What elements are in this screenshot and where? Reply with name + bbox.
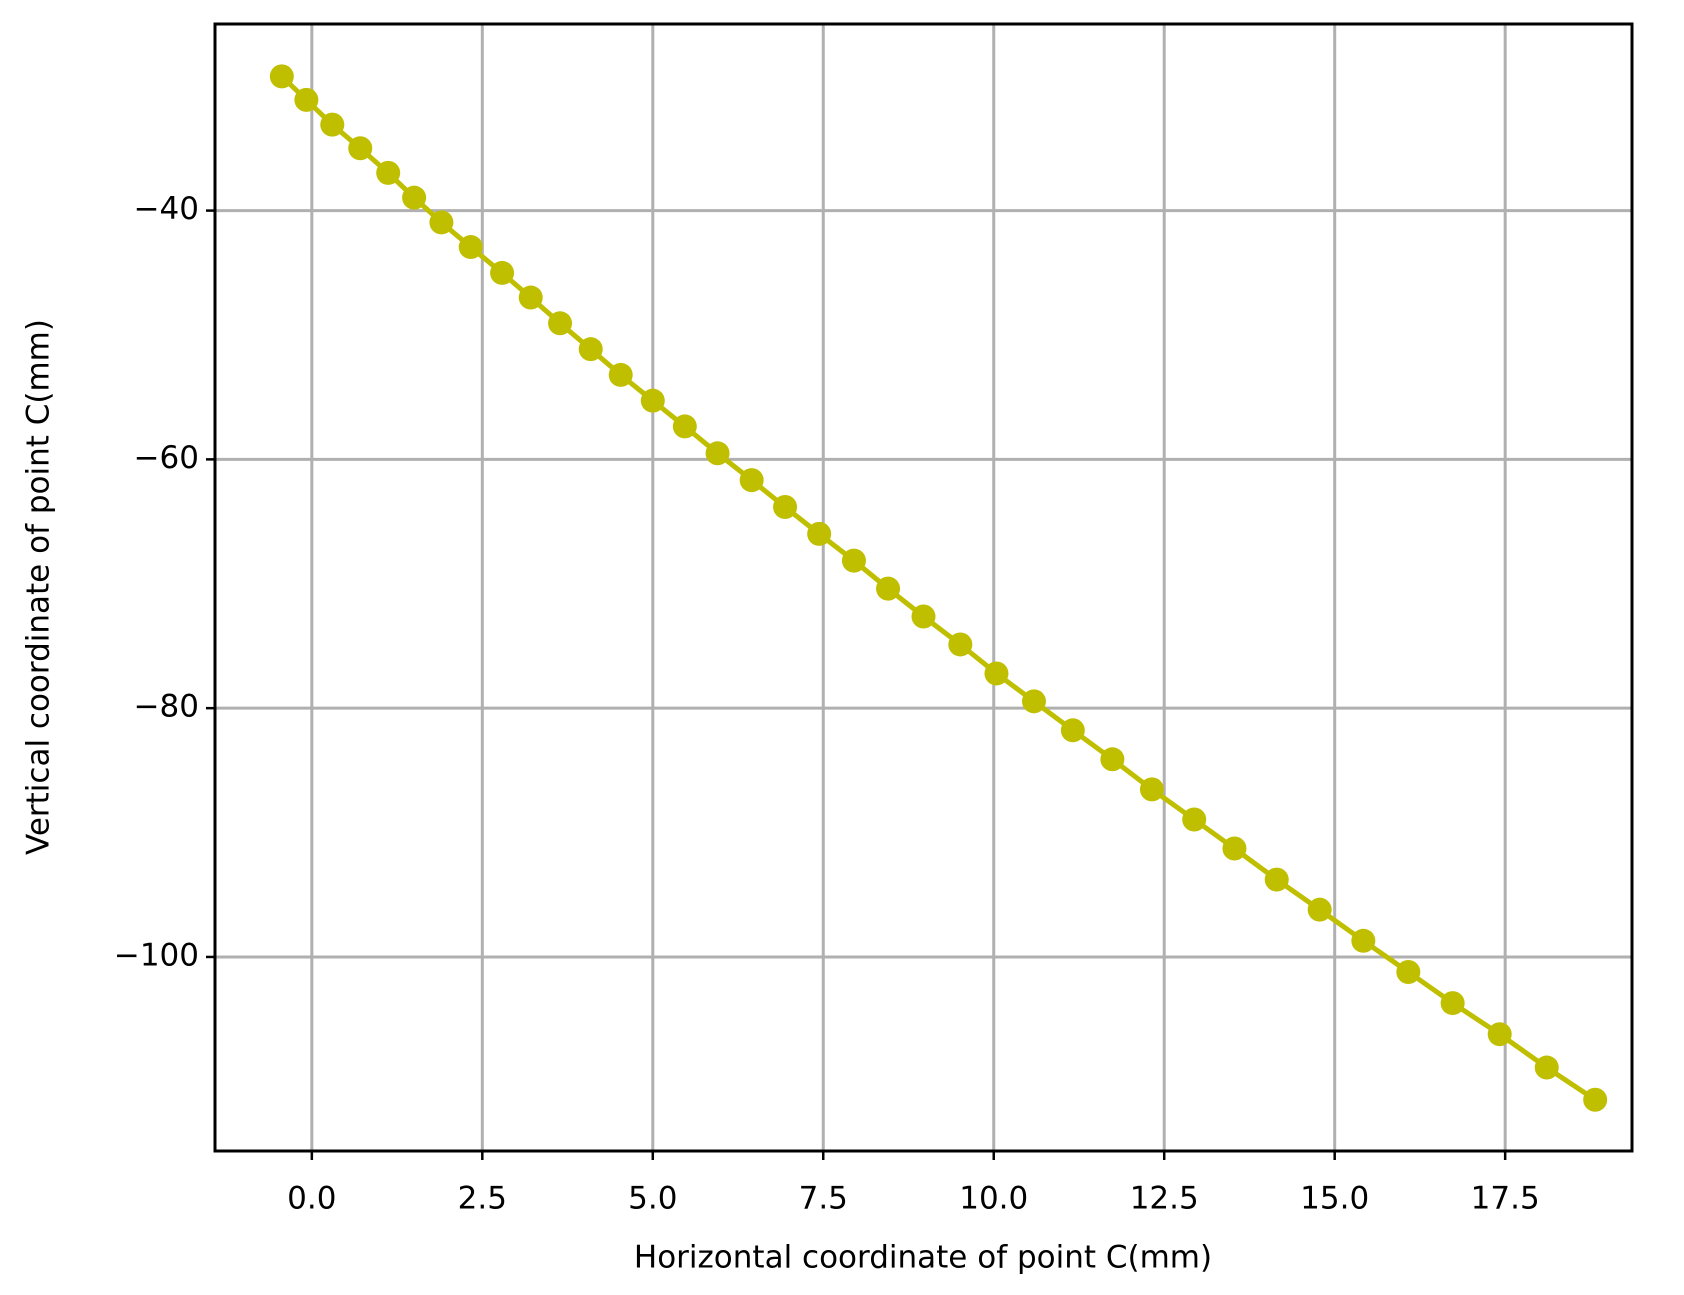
data-point <box>739 468 764 493</box>
x-tick-label: 7.5 <box>799 1181 848 1217</box>
y-tick-label: −80 <box>134 689 199 725</box>
y-tick-label: −60 <box>134 440 199 476</box>
data-point <box>1139 777 1164 802</box>
data-point <box>1182 807 1207 832</box>
x-tick-label: 10.0 <box>959 1181 1028 1217</box>
x-tick-label: 2.5 <box>458 1181 507 1217</box>
x-tick-label: 17.5 <box>1471 1181 1540 1217</box>
data-point <box>773 495 798 520</box>
y-axis-label: Vertical coordinate of point C(mm) <box>21 319 57 855</box>
x-tick-label: 5.0 <box>628 1181 677 1217</box>
data-point <box>1060 718 1085 743</box>
data-point <box>1307 897 1332 922</box>
data-point <box>841 548 866 573</box>
data-point <box>490 260 515 285</box>
data-point <box>1021 689 1046 714</box>
data-point <box>1534 1055 1559 1080</box>
axes-frame <box>213 22 1634 1153</box>
y-tick-label: −40 <box>134 191 199 227</box>
data-point <box>1487 1022 1512 1047</box>
plot-area <box>269 64 1608 1112</box>
data-point <box>402 185 427 210</box>
data-point <box>518 285 543 310</box>
data-point <box>376 160 401 185</box>
x-axis-label: Horizontal coordinate of point C(mm) <box>634 1240 1212 1276</box>
data-point <box>608 362 633 387</box>
data-point <box>320 112 345 137</box>
data-point <box>807 521 832 546</box>
data-point <box>294 87 319 112</box>
data-point <box>1351 928 1376 953</box>
data-point <box>876 576 901 601</box>
data-point <box>1264 867 1289 892</box>
y-tick-label: −100 <box>114 937 199 973</box>
data-point <box>429 210 454 235</box>
data-point <box>1396 959 1421 984</box>
data-point <box>1100 747 1125 772</box>
x-tick-label: 15.0 <box>1300 1181 1369 1217</box>
data-point <box>578 337 603 362</box>
data-point <box>1583 1087 1608 1112</box>
data-point <box>672 414 697 439</box>
x-tick-label: 0.0 <box>287 1181 336 1217</box>
data-point <box>1222 836 1247 861</box>
data-point <box>911 604 936 629</box>
data-point <box>1440 991 1465 1016</box>
data-point <box>984 661 1009 686</box>
grid <box>215 24 1632 1151</box>
series-line <box>280 74 1597 1102</box>
data-point <box>640 388 665 413</box>
data-point <box>348 136 373 161</box>
x-tick-label: 12.5 <box>1130 1181 1199 1217</box>
data-point <box>458 235 483 260</box>
data-point <box>705 441 730 466</box>
data-point <box>548 311 573 336</box>
data-point <box>948 632 973 657</box>
data-point <box>269 64 294 89</box>
